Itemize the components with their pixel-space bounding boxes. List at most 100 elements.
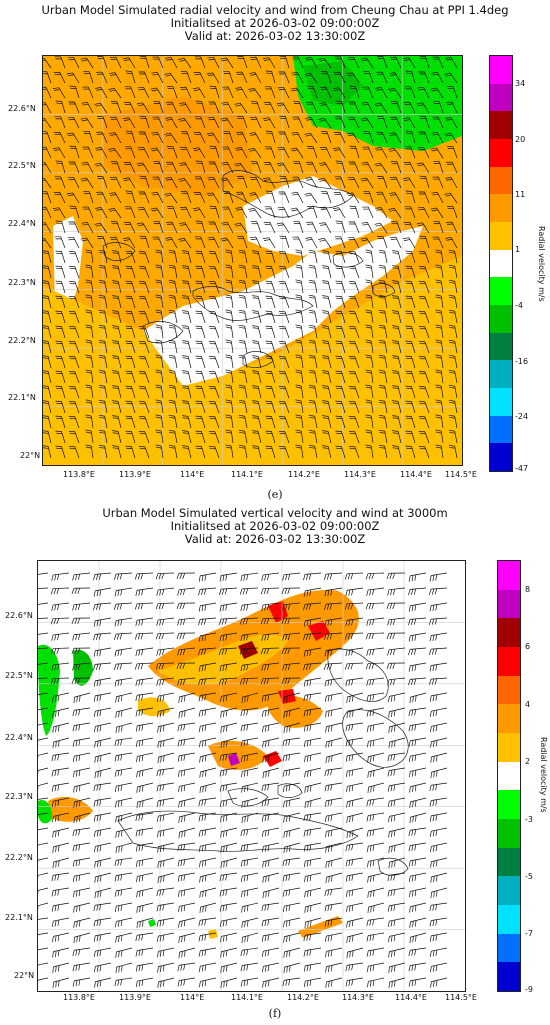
wind-barb <box>378 444 388 459</box>
wind-barb <box>308 264 318 279</box>
wind-barb <box>136 102 150 114</box>
wind-barb <box>408 737 427 747</box>
wind-barb <box>94 222 108 234</box>
wind-barb <box>389 176 402 189</box>
wind-barb <box>360 177 374 189</box>
wind-barb <box>156 902 175 912</box>
wind-barb <box>409 767 427 778</box>
wind-barb <box>51 872 70 882</box>
wind-barb <box>348 341 360 354</box>
wind-barb <box>262 237 276 249</box>
wind-barb <box>122 237 136 249</box>
wind-barb <box>308 279 318 294</box>
wind-barb <box>241 917 259 928</box>
wind-barb <box>177 737 196 747</box>
wind-barb <box>109 236 122 249</box>
wind-barb <box>51 767 70 777</box>
wind-barb <box>66 192 80 204</box>
wind-barb <box>433 100 444 114</box>
wind-barb <box>220 237 234 249</box>
panel-f-xtick: 114.5°E <box>445 993 477 1002</box>
wind-barb <box>43 222 52 234</box>
wind-barb <box>195 280 206 294</box>
wind-barb <box>263 221 276 234</box>
wind-barb <box>283 827 301 838</box>
wind-barb <box>435 249 444 264</box>
wind-barb <box>136 222 150 234</box>
wind-barb <box>114 977 133 987</box>
wind-barb <box>66 72 80 84</box>
wind-barb <box>429 902 448 912</box>
panel-f-title-line1: Urban Model Simulated vertical velocity … <box>102 506 448 520</box>
wind-barb <box>387 677 406 686</box>
wind-barb <box>409 797 427 808</box>
wind-barb <box>282 902 301 913</box>
wind-barb <box>303 707 322 717</box>
wind-barb <box>264 146 276 159</box>
wind-barb <box>115 932 133 943</box>
panel-e-cbar-tick: -16 <box>515 357 529 366</box>
wind-barb <box>208 386 220 399</box>
wind-barb <box>38 932 49 936</box>
wind-barb <box>110 101 122 114</box>
colorbar-segment <box>490 83 512 112</box>
wind-barb <box>405 325 416 339</box>
wind-barb <box>388 947 406 958</box>
wind-barb <box>377 116 388 129</box>
wind-barb <box>238 399 248 414</box>
colorbar-segment <box>490 304 512 333</box>
wind-barb <box>448 309 458 324</box>
wind-barb <box>324 902 343 912</box>
wind-barb <box>261 797 280 807</box>
wind-barb <box>363 70 374 84</box>
wind-barb <box>319 222 332 234</box>
wind-barb <box>52 692 70 703</box>
wind-barb <box>392 370 402 384</box>
wind-barb <box>180 71 192 84</box>
colorbar-segment <box>498 561 520 590</box>
wind-barb <box>290 147 304 159</box>
panel-e-xtick: 114.2°E <box>288 470 320 479</box>
wind-barb <box>199 737 217 748</box>
wind-barb <box>392 385 402 399</box>
wind-barb <box>52 722 70 733</box>
wind-barb <box>98 294 108 309</box>
wind-barb <box>335 370 346 384</box>
wind-barb <box>387 782 406 792</box>
wind-barb <box>114 752 133 762</box>
wind-barb <box>38 752 49 759</box>
wind-barb <box>408 977 427 987</box>
wind-barb <box>72 602 91 611</box>
wind-barb <box>156 767 175 777</box>
wind-barb <box>177 677 196 686</box>
wind-barb <box>418 251 430 264</box>
wind-barb <box>93 677 112 687</box>
wind-barb <box>366 722 385 733</box>
wind-barb <box>405 385 416 399</box>
wind-barb <box>348 431 360 444</box>
panel-f-cbar-tick: 6 <box>525 642 531 651</box>
colorbar-segment <box>498 732 520 762</box>
panel-e-map <box>42 55 463 466</box>
wind-barb <box>430 752 448 763</box>
wind-barb <box>94 887 112 899</box>
wind-barb <box>405 370 416 384</box>
wind-barb <box>430 887 448 899</box>
panel-e-cbar-tick: -4 <box>515 301 523 310</box>
wind-barb <box>282 737 301 747</box>
wind-barb <box>222 86 234 99</box>
wind-barb <box>137 146 150 159</box>
wind-barb <box>335 310 346 324</box>
wind-barb <box>262 857 280 868</box>
wind-barb <box>179 162 192 174</box>
panel-f-xtick: 114.1°E <box>231 993 263 1002</box>
wind-barb <box>72 722 91 732</box>
wind-barb <box>308 444 318 459</box>
panel-f-xtick: 114°E <box>180 993 205 1002</box>
wind-barb <box>43 280 52 294</box>
velocity-green-speckle <box>303 61 363 106</box>
wind-barb <box>348 281 360 294</box>
wind-barb <box>138 446 150 459</box>
wind-barb <box>156 932 175 943</box>
wind-barb <box>220 177 234 189</box>
